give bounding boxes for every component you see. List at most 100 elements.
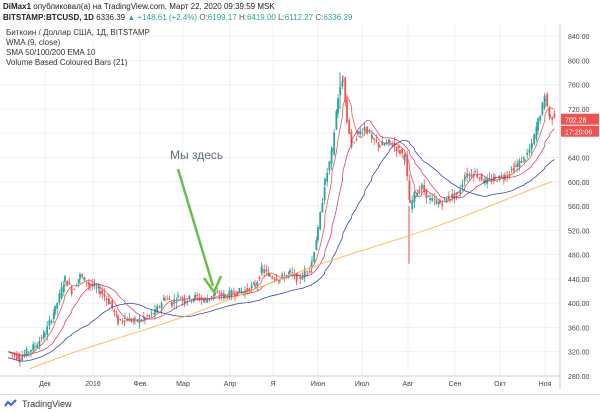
candle-body (520, 161, 523, 163)
candle-body (95, 287, 98, 289)
candle-body (411, 200, 414, 210)
price-change: ▲ +148.61 (+2.4%) (127, 13, 198, 22)
candle-body (423, 184, 426, 192)
candle-body (289, 270, 291, 273)
candle-body (150, 312, 153, 314)
low-value: 6112.27 (284, 13, 314, 22)
candle-body (119, 318, 122, 320)
candle-body (200, 297, 203, 300)
price-tick-label: 800.00 (568, 58, 590, 65)
time-tick-label: Ноя (539, 381, 552, 388)
candle-body (44, 335, 46, 337)
candle-body (238, 288, 241, 294)
candle-body (148, 315, 151, 317)
candle-body (350, 131, 353, 144)
publisher-name[interactable]: DiMax1 (3, 2, 32, 11)
candle-body (377, 142, 380, 147)
price-chart[interactable]: 840.00800.00760.00720.00680.00640.00600.… (0, 24, 600, 394)
time-tick-label: 2016 (85, 381, 101, 388)
candle-body (27, 351, 30, 353)
candle-body (232, 292, 235, 294)
candle-body (431, 197, 434, 201)
symbol-label[interactable]: BITSTAMP:BTCUSD, 1D (3, 13, 94, 22)
candle-body (224, 294, 226, 297)
candle-body (202, 299, 205, 302)
candle-body (152, 313, 155, 315)
price-tick-label: 480.00 (568, 253, 590, 260)
candle-body (166, 298, 169, 300)
candle-body (441, 203, 444, 206)
candle-body (113, 310, 116, 313)
candle-body (216, 291, 219, 293)
candle-body (449, 198, 451, 200)
candle-body (19, 359, 21, 362)
candle-body (383, 143, 386, 146)
candle-body (408, 180, 411, 201)
candle-body (330, 150, 333, 165)
candle-body (21, 356, 24, 361)
open-value: 6199.17 (207, 13, 237, 22)
candle-body (510, 168, 513, 170)
candle-body (175, 302, 178, 304)
candle-body (541, 102, 544, 115)
annotation-arrow (176, 168, 215, 287)
candle-body (181, 297, 184, 300)
candle-body (421, 185, 423, 188)
candle-body (164, 299, 166, 300)
candle-body (18, 355, 20, 360)
time-tick-label: Я (270, 381, 275, 388)
candle-body (455, 192, 458, 195)
candle-body (399, 150, 401, 154)
candle-body (359, 130, 362, 135)
candle-body (406, 155, 409, 177)
candle-body (403, 155, 406, 161)
candle-body (144, 317, 146, 321)
candle-body (543, 95, 546, 108)
candle-body (313, 252, 316, 262)
candle-body (315, 240, 318, 251)
candle-body (66, 280, 69, 287)
sma100-line (7, 139, 555, 362)
candle-body (73, 289, 76, 291)
candle-body (346, 99, 348, 122)
candle-body (484, 179, 486, 183)
candle-body (395, 146, 398, 152)
brand-name[interactable]: TradingView (22, 399, 72, 409)
candle-body (214, 292, 216, 296)
candle-body (132, 318, 135, 322)
legend-wma[interactable]: WMA (9, close) (6, 38, 61, 47)
chart-area[interactable]: 840.00800.00760.00720.00680.00640.00600.… (0, 24, 600, 394)
high-value: 6419.00 (246, 13, 276, 22)
candle-body (250, 285, 253, 289)
candle-body (435, 200, 438, 204)
candle-body (301, 277, 304, 280)
candle-body (168, 298, 171, 300)
current-price-tag (561, 113, 599, 125)
candle-body (269, 274, 271, 277)
candle-body (551, 116, 554, 120)
candle-body (52, 312, 55, 320)
legend-title[interactable]: Биткоин / Доллар США, 1Д, BITSTAMP (6, 28, 150, 37)
candle-body (439, 200, 441, 204)
candle-body (371, 135, 373, 139)
candle-body (397, 146, 400, 149)
candle-body (319, 212, 322, 230)
candle-body (194, 294, 196, 299)
candle-body (490, 179, 493, 182)
candle-body (99, 290, 101, 295)
open-label: O: (199, 13, 208, 22)
legend-sma[interactable]: SMA 50/100/200 EMA 10 (6, 48, 96, 57)
candle-body (293, 273, 296, 276)
candle-body (498, 175, 501, 181)
candle-body (494, 176, 496, 178)
candle-body (466, 173, 469, 178)
candle-body (328, 161, 331, 171)
candle-body (32, 344, 35, 351)
candle-body (537, 118, 539, 131)
candle-body (34, 346, 36, 348)
candle-body (36, 344, 39, 348)
legend-volume[interactable]: Volume Based Coloured Bars (21) (6, 58, 128, 67)
candle-body (40, 337, 43, 339)
candle-body (451, 193, 454, 199)
candle-body (30, 349, 32, 352)
